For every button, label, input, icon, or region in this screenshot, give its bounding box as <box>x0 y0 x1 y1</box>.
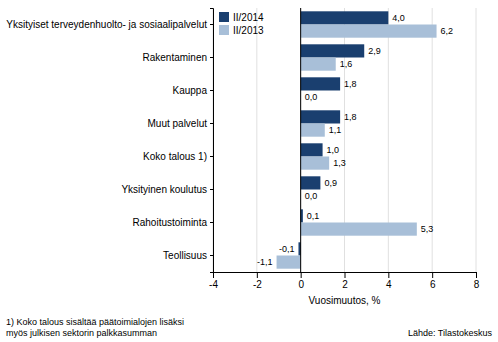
tick-label: 2 <box>342 279 348 290</box>
grid-line <box>476 8 477 272</box>
tick-mark <box>388 272 389 278</box>
data-label: 1,8 <box>344 112 357 122</box>
tick-mark <box>210 123 213 124</box>
tick-label: -4 <box>209 279 218 290</box>
bar <box>301 124 325 137</box>
annotation-line: Lähde: Tilastokeskus <box>408 328 493 338</box>
annotation: Lähde: Tilastokeskus <box>408 328 493 338</box>
data-label: 0,9 <box>324 178 337 188</box>
tick: -2 <box>253 272 262 290</box>
tick-label: Muut palvelut <box>148 118 208 129</box>
tick-mark <box>257 272 258 278</box>
legend: II/2014 II/2013 <box>219 12 264 36</box>
tick: 4 <box>386 272 392 290</box>
tick: -4 <box>209 272 218 290</box>
bar <box>301 77 340 90</box>
tick-label: Yksityiset terveydenhuolto- ja sosiaalip… <box>6 19 207 30</box>
tick-label: 6 <box>430 279 436 290</box>
tick-label: 4 <box>386 279 392 290</box>
tick-mark <box>210 189 213 190</box>
tick-label: 8 <box>474 279 480 290</box>
grid-line <box>300 8 301 272</box>
legend-item: II/2013 <box>219 25 264 36</box>
bar <box>301 143 323 156</box>
plot: -4 -2 0 2 4 6 8 Yksityiset terveydenhuolto- ja … <box>6 8 479 306</box>
tick: 6 <box>430 272 436 290</box>
legend-swatch <box>219 12 229 22</box>
data-label: -0,1 <box>279 244 295 254</box>
annotation: 1) Koko talous sisältää päätoimialojen l… <box>6 317 184 338</box>
tick: 0 <box>298 272 304 290</box>
data-label: 6,2 <box>441 26 454 36</box>
tick-label: Koko talous 1) <box>143 151 207 162</box>
tick-label: Yksityinen koulutus <box>121 184 207 195</box>
chart: -4 -2 0 2 4 6 8 Yksityiset terveydenhuolto- ja … <box>0 0 498 342</box>
tick: Rakentaminen <box>143 52 213 63</box>
axis-title: Vuosimuutos, % <box>309 295 381 306</box>
bar <box>301 25 437 38</box>
tick-mark <box>210 24 213 25</box>
data-labels: 4,0 2,9 1,8 1,8 1,0 0,9 0,1 -0,1 6,2 1,6 0,0 1,1 1,3… <box>257 13 453 267</box>
tick-label: Rakentaminen <box>143 52 207 63</box>
grid-line <box>256 8 257 272</box>
data-label: 1,0 <box>327 145 340 155</box>
data-label: 2,9 <box>368 46 381 56</box>
bar <box>301 44 365 57</box>
tick-mark <box>345 272 346 278</box>
annotation-line: 1) Koko talous sisältää päätoimialojen l… <box>6 317 184 327</box>
tick: Kauppa <box>173 85 213 96</box>
data-label: 0,0 <box>305 191 318 201</box>
axis-line <box>210 9 214 273</box>
zero-line <box>300 8 301 272</box>
data-label: 5,3 <box>421 224 434 234</box>
grid <box>213 8 476 272</box>
tick-label: Teollisuus <box>163 250 207 261</box>
tick: Yksityinen koulutus <box>121 184 213 195</box>
tick-mark <box>210 255 213 256</box>
tick: Rahoitustoiminta <box>133 217 213 228</box>
annotation-line: myös julkisen sektorin palkkasumman <box>6 328 157 338</box>
tick-label: Kauppa <box>173 85 208 96</box>
tick: Koko talous 1) <box>143 151 213 162</box>
tick-mark <box>432 272 433 278</box>
data-label: 4,0 <box>392 13 405 23</box>
data-label: -1,1 <box>257 257 273 267</box>
legend-item: II/2014 <box>219 12 264 23</box>
bar <box>301 11 389 24</box>
tick-mark <box>210 90 213 91</box>
bar <box>301 223 417 236</box>
data-label: 1,8 <box>344 79 357 89</box>
tick: Teollisuus <box>163 250 213 261</box>
tick: Yksityiset terveydenhuolto- ja sosiaalip… <box>6 19 213 30</box>
tick-label: Rahoitustoiminta <box>133 217 208 228</box>
x-axis: -4 -2 0 2 4 6 8 <box>209 272 480 290</box>
data-label: 1,6 <box>340 59 353 69</box>
tick-mark <box>210 156 213 157</box>
legend-swatch <box>219 25 229 35</box>
tick-mark <box>301 272 302 278</box>
bar <box>301 157 329 170</box>
data-label: 0,1 <box>307 211 320 221</box>
data-label: 1,1 <box>329 125 342 135</box>
tick-mark <box>210 57 213 58</box>
tick-label: 0 <box>298 279 304 290</box>
legend-label: II/2013 <box>233 25 264 36</box>
tick-mark <box>210 222 213 223</box>
bar <box>301 58 336 71</box>
tick-mark <box>476 272 477 278</box>
axis-line <box>214 273 477 279</box>
data-label: 0,0 <box>305 92 318 102</box>
bar <box>277 256 301 269</box>
tick: Muut palvelut <box>148 118 213 129</box>
tick-label: -2 <box>253 279 262 290</box>
bar <box>301 110 340 123</box>
y-axis: Yksityiset terveydenhuolto- ja sosiaalip… <box>6 9 213 273</box>
tick: 2 <box>342 272 348 290</box>
bar <box>301 176 321 189</box>
data-label: 1,3 <box>333 158 346 168</box>
tick: 8 <box>474 272 480 290</box>
legend-label: II/2014 <box>233 12 264 23</box>
